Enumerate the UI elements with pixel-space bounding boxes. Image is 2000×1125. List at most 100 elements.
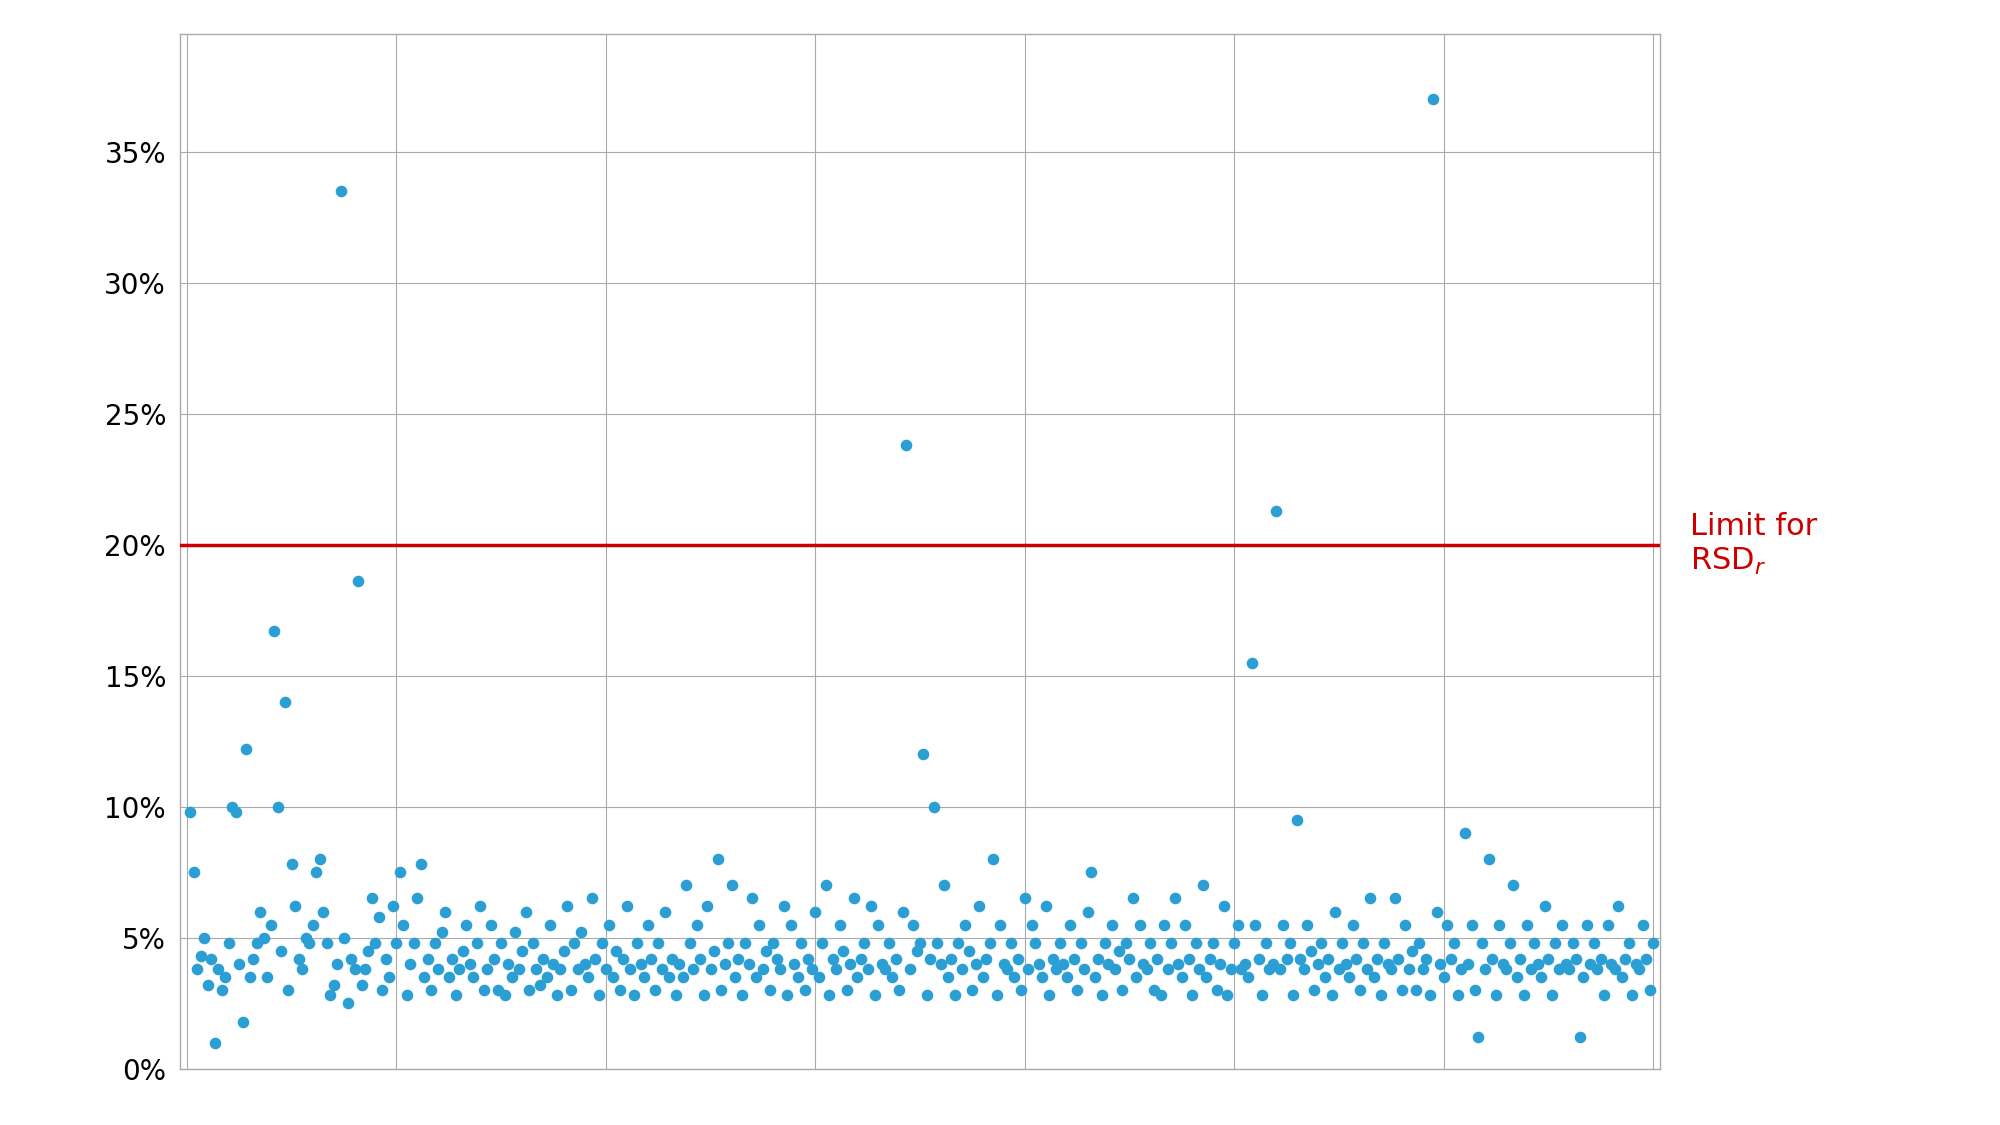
Point bbox=[1176, 987, 1208, 1005]
Point bbox=[768, 898, 800, 916]
Point bbox=[642, 934, 674, 952]
Point bbox=[1486, 955, 1518, 973]
Point bbox=[1088, 934, 1120, 952]
Point bbox=[1414, 987, 1446, 1005]
Point bbox=[304, 850, 336, 868]
Point bbox=[904, 934, 936, 952]
Point bbox=[876, 968, 908, 986]
Point bbox=[376, 898, 408, 916]
Point bbox=[1270, 950, 1302, 968]
Point bbox=[960, 955, 992, 973]
Point bbox=[426, 924, 458, 942]
Point bbox=[1186, 876, 1218, 894]
Point bbox=[1610, 950, 1642, 968]
Point bbox=[586, 934, 618, 952]
Point bbox=[824, 916, 856, 934]
Point bbox=[572, 968, 604, 986]
Point bbox=[1466, 934, 1498, 952]
Point bbox=[870, 960, 902, 978]
Point bbox=[580, 950, 612, 968]
Point bbox=[1306, 934, 1338, 952]
Point bbox=[764, 960, 796, 978]
Point bbox=[1226, 960, 1258, 978]
Point bbox=[282, 950, 314, 968]
Point bbox=[554, 981, 586, 999]
Point bbox=[816, 950, 848, 968]
Point bbox=[814, 987, 846, 1005]
Point bbox=[692, 898, 724, 916]
Point bbox=[558, 934, 590, 952]
Point bbox=[1418, 90, 1450, 108]
Point bbox=[1490, 960, 1522, 978]
Point bbox=[1156, 934, 1188, 952]
Point bbox=[352, 942, 384, 960]
Point bbox=[1584, 950, 1616, 968]
Point bbox=[1198, 934, 1230, 952]
Point bbox=[440, 987, 472, 1005]
Point bbox=[774, 916, 806, 934]
Point bbox=[1158, 890, 1190, 908]
Point bbox=[1428, 968, 1460, 986]
Point bbox=[1172, 950, 1204, 968]
Point bbox=[1396, 942, 1428, 960]
Point bbox=[568, 955, 600, 973]
Point bbox=[276, 855, 308, 873]
Point bbox=[1504, 950, 1536, 968]
Point bbox=[778, 955, 810, 973]
Point bbox=[1006, 981, 1038, 999]
Point bbox=[1386, 981, 1418, 999]
Point bbox=[562, 960, 594, 978]
Point bbox=[488, 987, 520, 1005]
Point bbox=[782, 968, 814, 986]
Point bbox=[1442, 987, 1474, 1005]
Point bbox=[1372, 955, 1404, 973]
Point bbox=[384, 863, 416, 881]
Point bbox=[820, 960, 852, 978]
Point bbox=[178, 863, 210, 881]
Point bbox=[210, 968, 242, 986]
Point bbox=[1406, 960, 1438, 978]
Point bbox=[1322, 960, 1354, 978]
Point bbox=[328, 929, 360, 947]
Point bbox=[374, 968, 406, 986]
Point bbox=[1476, 950, 1508, 968]
Point bbox=[1448, 824, 1480, 842]
Point bbox=[1062, 981, 1094, 999]
Point bbox=[188, 929, 220, 947]
Point bbox=[230, 740, 262, 758]
Point bbox=[740, 968, 772, 986]
Point bbox=[1016, 916, 1048, 934]
Point bbox=[1606, 968, 1638, 986]
Point bbox=[1472, 850, 1504, 868]
Point bbox=[694, 960, 726, 978]
Point bbox=[1400, 981, 1432, 999]
Point bbox=[622, 934, 654, 952]
Point bbox=[760, 950, 792, 968]
Point bbox=[884, 981, 916, 999]
Point bbox=[1602, 898, 1634, 916]
Point bbox=[280, 898, 312, 916]
Point bbox=[680, 916, 712, 934]
Point bbox=[1432, 916, 1464, 934]
Point bbox=[1522, 955, 1554, 973]
Point bbox=[708, 955, 740, 973]
Point bbox=[192, 975, 224, 993]
Point bbox=[1236, 654, 1268, 672]
Point bbox=[322, 955, 354, 973]
Point bbox=[1256, 955, 1288, 973]
Point bbox=[1420, 902, 1452, 920]
Point bbox=[736, 890, 768, 908]
Point bbox=[932, 968, 964, 986]
Point bbox=[1550, 955, 1582, 973]
Point bbox=[650, 902, 682, 920]
Point bbox=[988, 955, 1020, 973]
Point bbox=[464, 898, 496, 916]
Point bbox=[528, 950, 560, 968]
Point bbox=[544, 960, 576, 978]
Point bbox=[1106, 981, 1138, 999]
Point bbox=[1250, 934, 1282, 952]
Point bbox=[224, 955, 256, 973]
Point bbox=[872, 934, 904, 952]
Point bbox=[834, 955, 866, 973]
Point bbox=[1190, 968, 1222, 986]
